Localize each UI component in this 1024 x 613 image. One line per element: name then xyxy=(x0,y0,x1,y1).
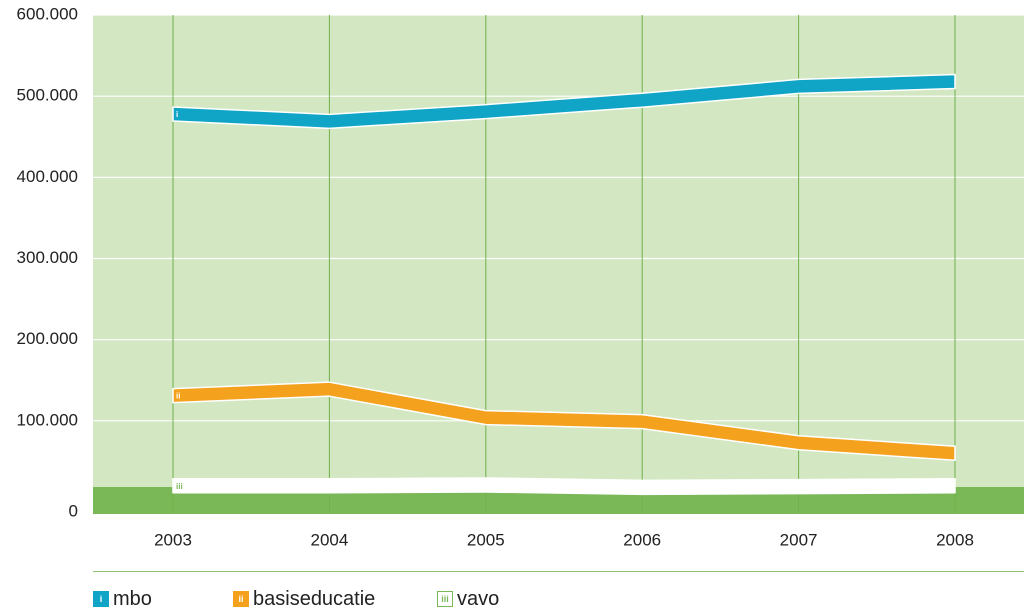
legend-item-mbo: i mbo xyxy=(93,588,152,610)
series-basiseducatie-line xyxy=(172,381,956,462)
series-basiseducatie-point xyxy=(484,416,488,420)
legend-swatch: iii xyxy=(437,591,453,607)
series-basiseducatie-point xyxy=(797,441,801,445)
series-mbo-point xyxy=(953,80,957,84)
legend-swatch: i xyxy=(93,591,109,607)
series-vavo-marker: iii xyxy=(176,482,183,491)
x-tick-label: 2005 xyxy=(467,530,505,549)
series-mbo-point xyxy=(327,119,331,123)
x-axis: 2003 2004 2005 2006 2007 2008 xyxy=(154,530,974,549)
series-basiseducatie-point xyxy=(171,394,175,398)
series-vavo-point xyxy=(484,483,488,487)
legend-label: basiseducatie xyxy=(253,587,376,610)
x-tick-label: 2008 xyxy=(936,530,974,549)
legend-label: vavo xyxy=(457,587,500,610)
y-tick-label: 0 xyxy=(69,501,78,520)
series-vavo-point xyxy=(171,484,175,488)
x-tick-label: 2007 xyxy=(780,530,818,549)
series-vavo-point xyxy=(640,485,644,489)
y-tick-label: 200.000 xyxy=(17,329,78,348)
y-tick-label: 500.000 xyxy=(17,86,78,105)
series-mbo-marker: i xyxy=(176,110,178,119)
legend-swatch: ii xyxy=(233,591,249,607)
y-tick-label: 300.000 xyxy=(17,248,78,267)
y-tick-label: 600.000 xyxy=(17,4,78,23)
series-vavo-point xyxy=(327,484,331,488)
x-tick-label: 2003 xyxy=(154,530,192,549)
x-tick-label: 2006 xyxy=(623,530,661,549)
series-basiseducatie-point xyxy=(327,387,331,391)
y-tick-label: 400.000 xyxy=(17,167,78,186)
legend-item-vavo: iii vavo xyxy=(437,588,499,610)
series-basiseducatie-point xyxy=(953,451,957,455)
series-mbo-point xyxy=(484,110,488,114)
y-tick-label: 100.000 xyxy=(17,410,78,429)
series-basiseducatie-point xyxy=(640,420,644,424)
series-vavo-line xyxy=(172,477,956,496)
line-chart: 600.000 500.000 400.000 300.000 200.000 100.0… xyxy=(17,4,1024,549)
series-vavo-point xyxy=(953,484,957,488)
year-lines xyxy=(172,15,956,512)
y-axis: 600.000 500.000 400.000 300.000 200.000 100.0… xyxy=(17,4,78,520)
series-mbo-point xyxy=(171,112,175,116)
legend-item-basiseducatie: ii basiseducatie xyxy=(233,588,375,610)
series-vavo-point xyxy=(797,485,801,489)
x-tick-label: 2004 xyxy=(310,530,348,549)
series-mbo-point xyxy=(640,98,644,102)
series-mbo-point xyxy=(797,84,801,88)
legend-label: mbo xyxy=(113,587,152,610)
legend-separator xyxy=(93,571,1024,572)
series-basiseducatie-marker: ii xyxy=(176,392,180,401)
plot-area xyxy=(93,15,1024,512)
series-mbo-line xyxy=(172,73,956,130)
